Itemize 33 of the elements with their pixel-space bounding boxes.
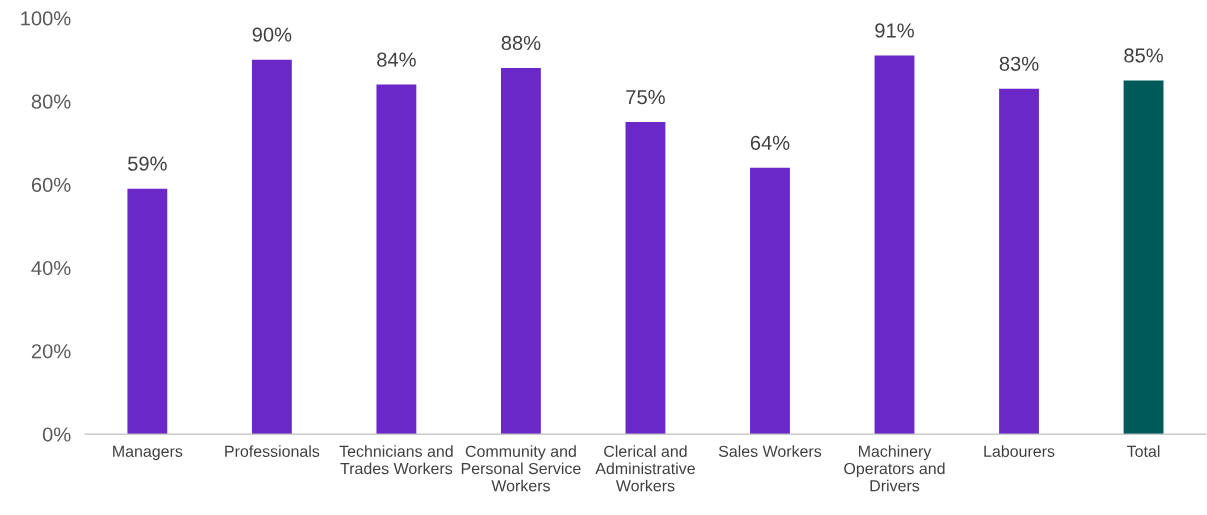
data-label: 75% [626,90,665,105]
y-tick-label: 80% [31,94,71,109]
x-tick-label: Clerical and Administrative Workers [595,445,695,492]
bar [874,55,915,435]
bar [999,88,1039,435]
y-tick-label: 100% [21,11,71,26]
bar [625,122,666,435]
y-tick-label: 20% [31,344,71,359]
bar [251,59,292,435]
x-tick-label: Labourers [984,445,1055,457]
bar [501,67,541,435]
data-label: 85% [1124,48,1163,63]
x-tick-label: Professionals [225,445,320,457]
bar [376,84,417,435]
data-label: 91% [875,23,914,38]
data-label: 59% [128,156,167,171]
x-tick-label: Managers [113,445,183,461]
x-tick-label: Machinery Operators and Drivers [844,445,945,492]
y-tick-label: 0% [42,427,71,442]
data-label: 84% [377,52,416,67]
y-tick-label: 60% [31,177,71,192]
bar [127,188,168,435]
data-label: 90% [252,27,292,42]
y-tick-label: 40% [31,260,71,276]
data-label: 88% [501,35,541,51]
x-tick-label: Community and Personal Service Workers [461,445,581,492]
data-label: 64% [750,135,790,150]
x-tick-label: Sales Workers [718,445,822,457]
data-label: 83% [999,56,1039,71]
x-tick-label: Technicians and Trades Workers [339,445,453,475]
x-tick-label: Total [1127,445,1160,457]
bar [1123,80,1164,435]
bar [750,167,790,435]
